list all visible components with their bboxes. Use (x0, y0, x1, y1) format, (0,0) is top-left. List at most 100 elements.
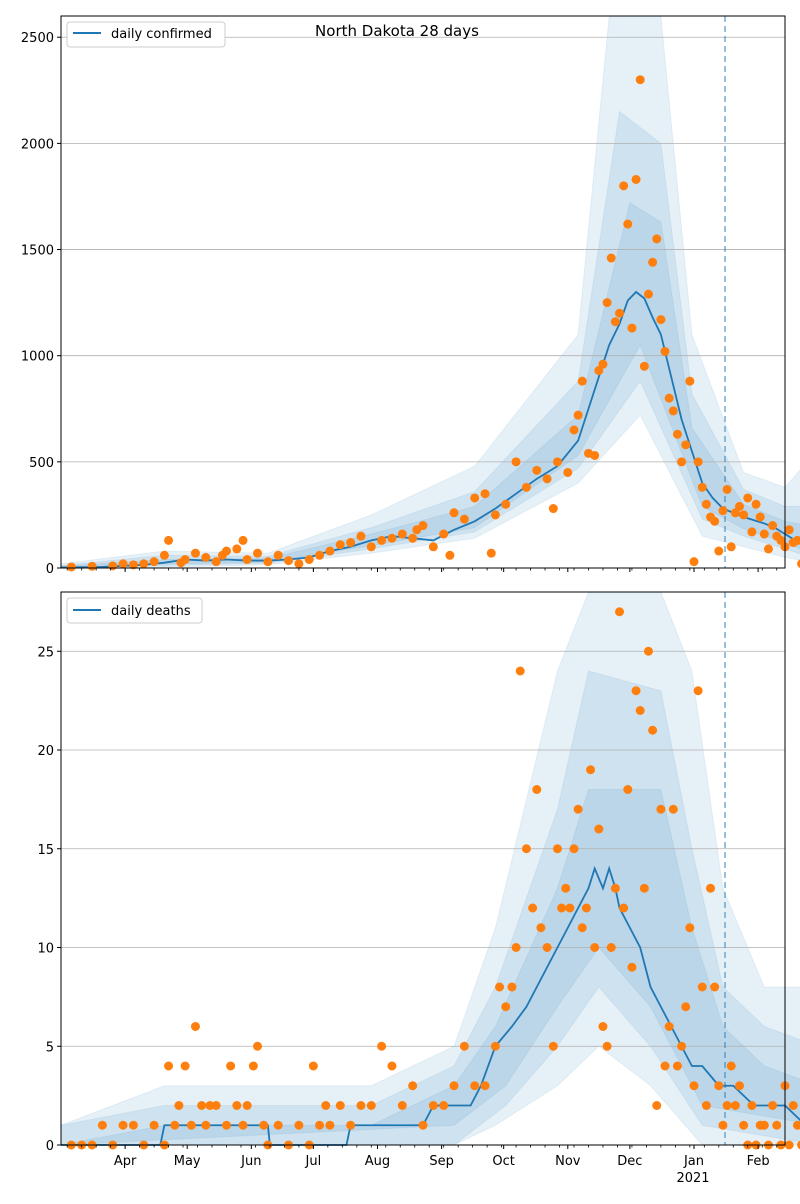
y-tick-label: 500 (29, 456, 54, 471)
data-point (449, 1081, 459, 1091)
data-point (273, 550, 283, 560)
data-point (428, 1101, 438, 1110)
data-point (635, 75, 645, 85)
data-point (664, 1022, 674, 1031)
data-point (87, 561, 97, 571)
deaths-x-ticks: Apr May Jun Jul Aug Sep Oct Nov Dec Jan Feb (66, 1145, 778, 1169)
x-tick-label: May (174, 1154, 201, 1169)
data-point (656, 804, 666, 814)
data-point (569, 425, 579, 435)
data-point (548, 1041, 558, 1051)
data-point (304, 555, 314, 565)
data-point (532, 785, 542, 794)
data-point (648, 725, 658, 735)
data-point (643, 289, 653, 299)
data-point (507, 982, 517, 992)
data-point (714, 1081, 724, 1091)
data-point (768, 1101, 778, 1110)
data-point (387, 1061, 397, 1071)
data-point (577, 376, 587, 386)
data-point (681, 1002, 691, 1012)
data-point (470, 493, 480, 503)
x-tick-label: Jul (305, 1154, 322, 1169)
data-point (315, 550, 325, 560)
data-point (201, 1120, 211, 1130)
data-point (689, 1081, 699, 1091)
data-point (248, 1061, 258, 1071)
data-point (763, 544, 773, 554)
data-point (710, 982, 720, 992)
data-point (408, 1081, 418, 1091)
data-point (480, 489, 490, 499)
confirmed-y-ticks: 0 500 1000 1500 2000 2500 (21, 31, 61, 577)
data-point (623, 219, 633, 229)
deaths-axes-frame (60, 591, 786, 1146)
data-point (768, 521, 778, 531)
data-point (730, 508, 740, 518)
data-point (226, 1061, 236, 1071)
data-point (346, 538, 356, 548)
data-point (511, 457, 521, 467)
data-point (672, 429, 682, 439)
data-point (197, 1101, 207, 1110)
data-point (521, 844, 531, 854)
data-point (470, 1081, 480, 1091)
confirmed-legend-label: daily confirmed (111, 27, 212, 42)
data-point (689, 557, 699, 567)
data-point (439, 1101, 449, 1110)
data-point (408, 533, 418, 543)
data-point (677, 1041, 687, 1051)
data-point (792, 535, 800, 545)
data-point (606, 943, 616, 952)
data-point (726, 542, 736, 552)
data-point (685, 923, 695, 933)
data-point (205, 1101, 215, 1110)
data-point (672, 1061, 682, 1071)
data-point (631, 174, 641, 184)
data-point (159, 550, 169, 560)
data-point (635, 706, 645, 715)
data-point (557, 903, 567, 913)
data-point (697, 482, 707, 492)
data-point (730, 1101, 740, 1110)
data-point (511, 943, 521, 952)
data-point (211, 557, 221, 567)
data-point (565, 903, 575, 913)
data-point (377, 535, 387, 545)
data-point (263, 557, 273, 567)
data-point (377, 1041, 387, 1051)
data-point (418, 1120, 428, 1130)
data-point (594, 824, 604, 834)
data-point (569, 844, 579, 854)
data-point (97, 1120, 107, 1130)
data-point (397, 529, 407, 539)
data-point (573, 410, 583, 420)
data-point (242, 555, 252, 565)
data-point (681, 440, 691, 450)
data-point (501, 499, 511, 509)
data-point (792, 1120, 800, 1130)
x-tick-label: Nov (555, 1154, 581, 1169)
data-point (515, 666, 525, 676)
interval-band-0 (60, 15, 800, 569)
data-point (639, 361, 649, 371)
y-tick-label: 2500 (21, 31, 54, 46)
data-point (459, 514, 469, 524)
data-point (321, 1101, 331, 1110)
data-point (610, 317, 620, 327)
data-point (170, 1120, 180, 1130)
data-point (490, 510, 500, 520)
data-point (710, 516, 720, 526)
deaths-median-line (61, 865, 800, 1146)
data-point (784, 525, 794, 535)
data-point (149, 557, 159, 567)
y-tick-label: 0 (46, 562, 54, 577)
data-point (652, 1101, 662, 1110)
data-point (552, 457, 562, 467)
data-point (201, 552, 211, 562)
data-point (521, 482, 531, 492)
data-point (755, 512, 765, 522)
data-point (486, 548, 496, 558)
data-point (190, 1022, 200, 1031)
y-tick-label: 25 (37, 645, 54, 660)
